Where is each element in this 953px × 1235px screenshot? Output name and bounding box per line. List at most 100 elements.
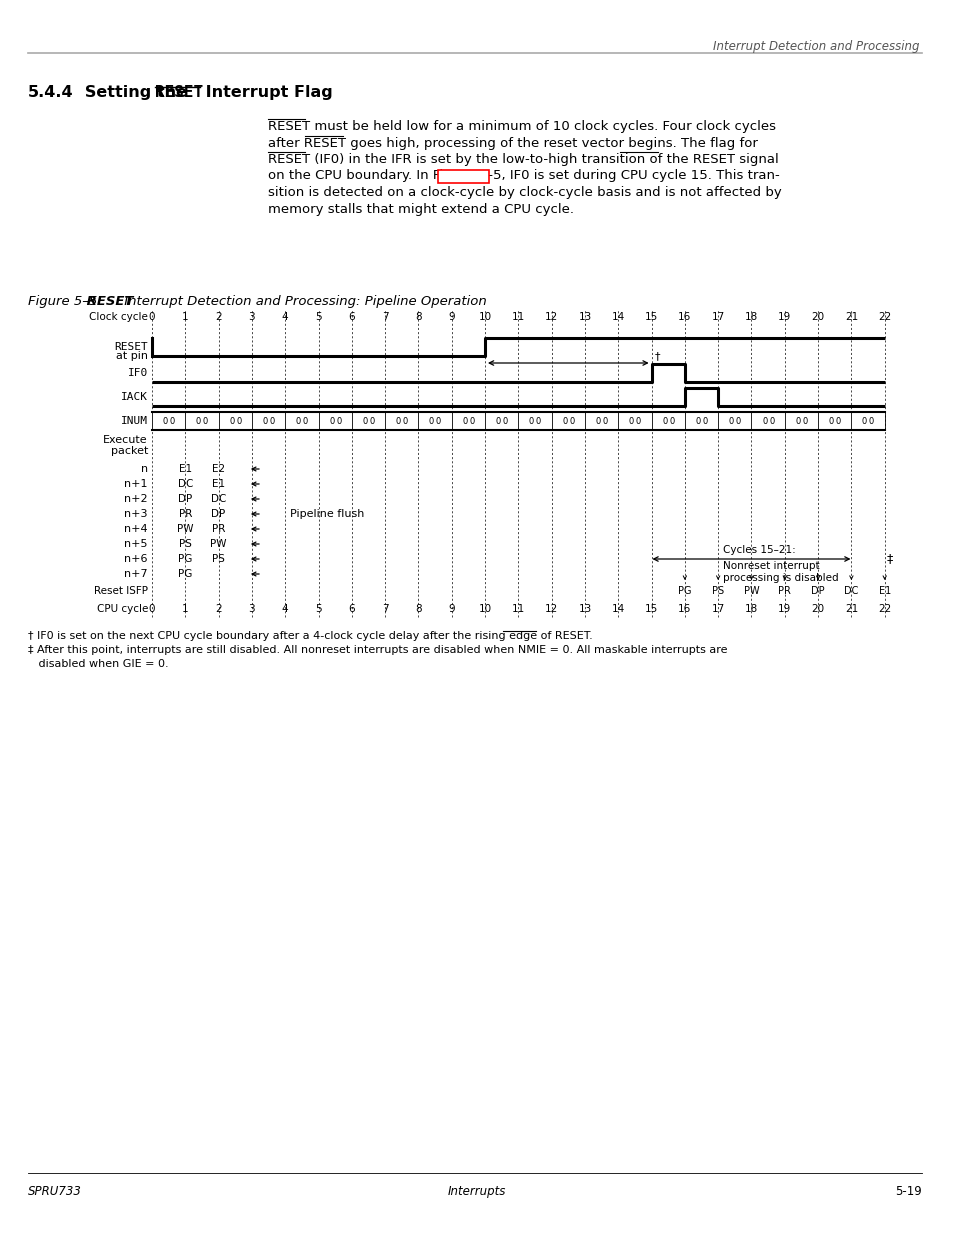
Text: 0: 0 (801, 416, 806, 426)
Text: PW: PW (211, 538, 227, 550)
Text: Nonreset interrupt: Nonreset interrupt (722, 561, 819, 571)
Text: 8: 8 (415, 604, 421, 614)
Text: n+2: n+2 (124, 494, 148, 504)
Text: Setting the: Setting the (68, 85, 193, 100)
Text: 0: 0 (528, 416, 534, 426)
Text: n+7: n+7 (124, 569, 148, 579)
Text: 0: 0 (628, 416, 634, 426)
Text: 0: 0 (835, 416, 840, 426)
Text: 0: 0 (149, 312, 155, 322)
Text: 13: 13 (578, 604, 591, 614)
Text: 21: 21 (843, 312, 857, 322)
Text: after RESET goes high, processing of the reset vector begins. The flag for: after RESET goes high, processing of the… (268, 137, 757, 149)
Text: 10: 10 (478, 312, 491, 322)
Text: 12: 12 (544, 604, 558, 614)
Text: Figure 5–5.: Figure 5–5. (28, 295, 101, 308)
Text: 12: 12 (544, 312, 558, 322)
Text: 7: 7 (381, 604, 388, 614)
Text: n+3: n+3 (125, 509, 148, 519)
Text: RESET must be held low for a minimum of 10 clock cycles. Four clock cycles: RESET must be held low for a minimum of … (268, 120, 775, 133)
Text: 4: 4 (281, 604, 288, 614)
Text: on the CPU boundary. In Figure 5–5, IF0 is set during CPU cycle 15. This tran-: on the CPU boundary. In Figure 5–5, IF0 … (268, 169, 779, 183)
Text: 0: 0 (795, 416, 800, 426)
Text: 0: 0 (701, 416, 707, 426)
Text: Reset ISFP: Reset ISFP (94, 585, 148, 597)
Text: 0: 0 (602, 416, 607, 426)
Text: E1: E1 (178, 464, 192, 474)
Text: PS: PS (711, 585, 723, 597)
Text: ‡: ‡ (885, 552, 892, 566)
Text: Interrupt Detection and Processing: Interrupt Detection and Processing (713, 40, 919, 53)
Text: sition is detected on a clock-cycle by clock-cycle basis and is not affected by: sition is detected on a clock-cycle by c… (268, 186, 781, 199)
Text: 0: 0 (536, 416, 540, 426)
Text: 3: 3 (249, 604, 255, 614)
FancyBboxPatch shape (437, 170, 489, 183)
Text: 6: 6 (348, 312, 355, 322)
Text: 0: 0 (828, 416, 833, 426)
Text: 5.4.4: 5.4.4 (28, 85, 73, 100)
Text: IACK: IACK (121, 391, 148, 403)
Text: INUM: INUM (121, 416, 148, 426)
Text: 19: 19 (778, 604, 791, 614)
Text: 0: 0 (335, 416, 341, 426)
Text: DC: DC (843, 585, 858, 597)
Text: PW: PW (743, 585, 759, 597)
Text: 0: 0 (162, 416, 168, 426)
Text: RESET: RESET (114, 342, 148, 352)
Text: 20: 20 (811, 312, 823, 322)
Text: 0: 0 (170, 416, 174, 426)
Text: 0: 0 (436, 416, 440, 426)
Text: 4: 4 (281, 312, 288, 322)
Text: RESET (IF0) in the IFR is set by the low-to-high transition of the RESET signal: RESET (IF0) in the IFR is set by the low… (268, 153, 778, 165)
Text: 0: 0 (469, 416, 474, 426)
Text: 16: 16 (678, 312, 691, 322)
Text: 0: 0 (362, 416, 367, 426)
Text: 18: 18 (744, 312, 758, 322)
Text: 0: 0 (661, 416, 667, 426)
Text: 0: 0 (768, 416, 774, 426)
Text: 5: 5 (314, 312, 321, 322)
Text: Interrupt Flag: Interrupt Flag (200, 85, 333, 100)
Text: 17: 17 (711, 604, 724, 614)
Text: DC: DC (177, 479, 193, 489)
Text: 0: 0 (149, 604, 155, 614)
Text: SPRU733: SPRU733 (28, 1186, 82, 1198)
Text: 0: 0 (429, 416, 434, 426)
Text: 0: 0 (569, 416, 574, 426)
Text: 0: 0 (735, 416, 740, 426)
Text: 0: 0 (402, 416, 408, 426)
Text: 0: 0 (595, 416, 600, 426)
Text: E2: E2 (212, 464, 225, 474)
Text: 0: 0 (329, 416, 334, 426)
Text: IF0: IF0 (128, 368, 148, 378)
Text: 13: 13 (578, 312, 591, 322)
Text: 22: 22 (877, 312, 890, 322)
Text: 0: 0 (668, 416, 674, 426)
Text: PR: PR (178, 509, 192, 519)
Text: PR: PR (778, 585, 790, 597)
Text: 20: 20 (811, 604, 823, 614)
Text: 0: 0 (761, 416, 766, 426)
Text: 7: 7 (381, 312, 388, 322)
Text: 18: 18 (744, 604, 758, 614)
Text: PR: PR (212, 524, 225, 534)
Text: 0: 0 (728, 416, 733, 426)
Text: 17: 17 (711, 312, 724, 322)
Text: Interrupts: Interrupts (447, 1186, 506, 1198)
Text: 10: 10 (478, 604, 491, 614)
Text: DC: DC (211, 494, 226, 504)
Text: DP: DP (212, 509, 226, 519)
Text: 3: 3 (249, 312, 255, 322)
Text: 11: 11 (511, 604, 524, 614)
Text: 0: 0 (302, 416, 308, 426)
Text: 0: 0 (868, 416, 873, 426)
Text: 15: 15 (644, 604, 658, 614)
Text: 21: 21 (843, 604, 857, 614)
Text: PG: PG (678, 585, 691, 597)
Text: E1: E1 (878, 585, 890, 597)
Text: processing is disabled: processing is disabled (722, 573, 838, 583)
Text: 15: 15 (644, 312, 658, 322)
Text: RESET: RESET (154, 85, 203, 100)
Text: PG: PG (178, 569, 193, 579)
Text: PW: PW (177, 524, 193, 534)
